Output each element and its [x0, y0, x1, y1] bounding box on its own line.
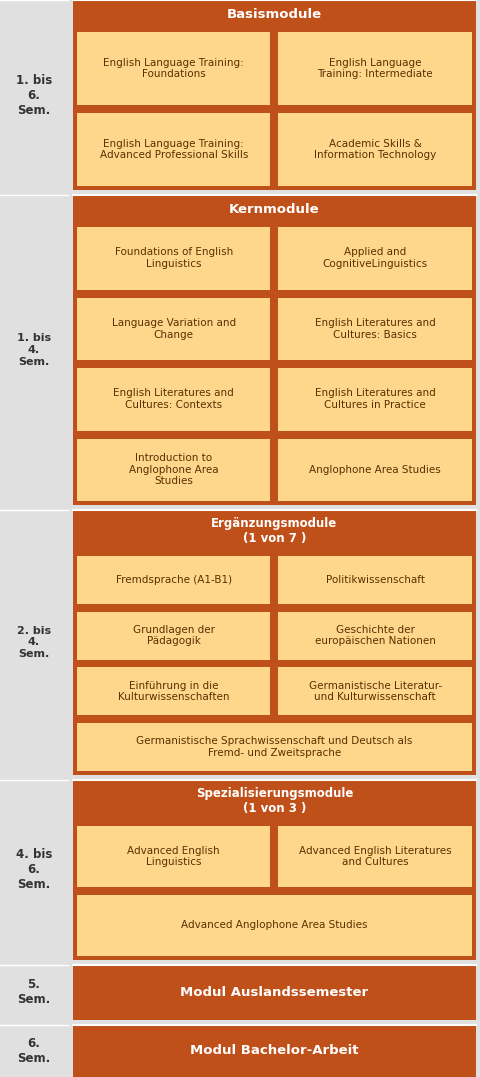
Bar [73, 965, 475, 1020]
Bar [73, 780, 475, 960]
Text: Fremdsprache (A1-B1): Fremdsprache (A1-B1) [116, 575, 231, 585]
Bar [77, 826, 270, 887]
Text: 2. bis
4.
Sem.: 2. bis 4. Sem. [17, 626, 51, 659]
Text: Germanistische Sprachwissenschaft und Deutsch als
Fremd- und Zweitsprache: Germanistische Sprachwissenschaft und De… [136, 737, 412, 758]
Text: Einführung in die
Kulturwissenschaften: Einführung in die Kulturwissenschaften [118, 681, 229, 702]
Text: Modul Bachelor-Arbeit: Modul Bachelor-Arbeit [190, 1045, 358, 1058]
Bar [0, 965, 68, 1020]
Bar [278, 438, 471, 501]
Bar [77, 668, 270, 715]
Text: Grundlagen der
Pädagogik: Grundlagen der Pädagogik [132, 625, 214, 646]
Text: Advanced English Literatures
and Cultures: Advanced English Literatures and Culture… [298, 845, 451, 867]
Bar [278, 556, 471, 604]
Bar [73, 510, 475, 775]
Bar [77, 612, 270, 659]
Text: English Language
Training: Intermediate: English Language Training: Intermediate [317, 58, 432, 80]
Bar [77, 113, 270, 186]
Bar [278, 227, 471, 290]
Text: Spezialisierungsmodule
(1 von 3 ): Spezialisierungsmodule (1 von 3 ) [195, 787, 352, 815]
Text: Advanced Anglophone Area Studies: Advanced Anglophone Area Studies [181, 921, 367, 931]
Text: Advanced English
Linguistics: Advanced English Linguistics [127, 845, 220, 867]
Text: Anglophone Area Studies: Anglophone Area Studies [309, 465, 440, 475]
Text: Kernmodule: Kernmodule [228, 202, 319, 215]
Text: 1. bis
4.
Sem.: 1. bis 4. Sem. [17, 334, 51, 366]
Bar [77, 438, 270, 501]
Text: Introduction to
Anglophone Area
Studies: Introduction to Anglophone Area Studies [129, 453, 218, 487]
Text: Ergänzungsmodule
(1 von 7 ): Ergänzungsmodule (1 von 7 ) [211, 517, 337, 545]
Text: English Language Training:
Foundations: English Language Training: Foundations [103, 58, 244, 80]
Text: English Literatures and
Cultures in Practice: English Literatures and Cultures in Prac… [314, 389, 435, 410]
Text: Language Variation and
Change: Language Variation and Change [111, 318, 235, 339]
Text: Modul Auslandssemester: Modul Auslandssemester [180, 987, 368, 999]
Bar [278, 668, 471, 715]
Text: 1. bis
6.
Sem.: 1. bis 6. Sem. [16, 73, 52, 116]
Bar [278, 368, 471, 431]
Bar [0, 510, 68, 775]
Bar [73, 1025, 475, 1077]
Bar [73, 0, 475, 190]
Text: Germanistische Literatur-
und Kulturwissenschaft: Germanistische Literatur- und Kulturwiss… [308, 681, 441, 702]
Text: Applied and
CognitiveLinguistics: Applied and CognitiveLinguistics [322, 248, 427, 269]
Text: Politikwissenschaft: Politikwissenschaft [325, 575, 424, 585]
Text: English Literatures and
Cultures: Basics: English Literatures and Cultures: Basics [314, 318, 435, 339]
Bar [278, 297, 471, 360]
Bar [278, 612, 471, 659]
Bar [278, 826, 471, 887]
Text: Foundations of English
Linguistics: Foundations of English Linguistics [114, 248, 232, 269]
Bar [0, 1025, 68, 1077]
Bar [77, 556, 270, 604]
Text: English Literatures and
Cultures: Contexts: English Literatures and Cultures: Contex… [113, 389, 234, 410]
Bar [77, 227, 270, 290]
Text: 5.
Sem.: 5. Sem. [17, 979, 50, 1007]
Text: Basismodule: Basismodule [227, 8, 322, 20]
Bar [0, 195, 68, 505]
Bar [0, 780, 68, 960]
Bar [278, 113, 471, 186]
Bar [0, 0, 68, 190]
Text: 6.
Sem.: 6. Sem. [17, 1037, 50, 1065]
Bar [77, 895, 471, 956]
Bar [278, 32, 471, 104]
Bar [77, 724, 471, 771]
Text: 4. bis
6.
Sem.: 4. bis 6. Sem. [16, 849, 52, 892]
Text: Academic Skills &
Information Technology: Academic Skills & Information Technology [313, 139, 435, 160]
Text: English Language Training:
Advanced Professional Skills: English Language Training: Advanced Prof… [99, 139, 247, 160]
Text: Geschichte der
europäischen Nationen: Geschichte der europäischen Nationen [314, 625, 435, 646]
Bar [73, 195, 475, 505]
Bar [77, 368, 270, 431]
Bar [77, 32, 270, 104]
Bar [77, 297, 270, 360]
